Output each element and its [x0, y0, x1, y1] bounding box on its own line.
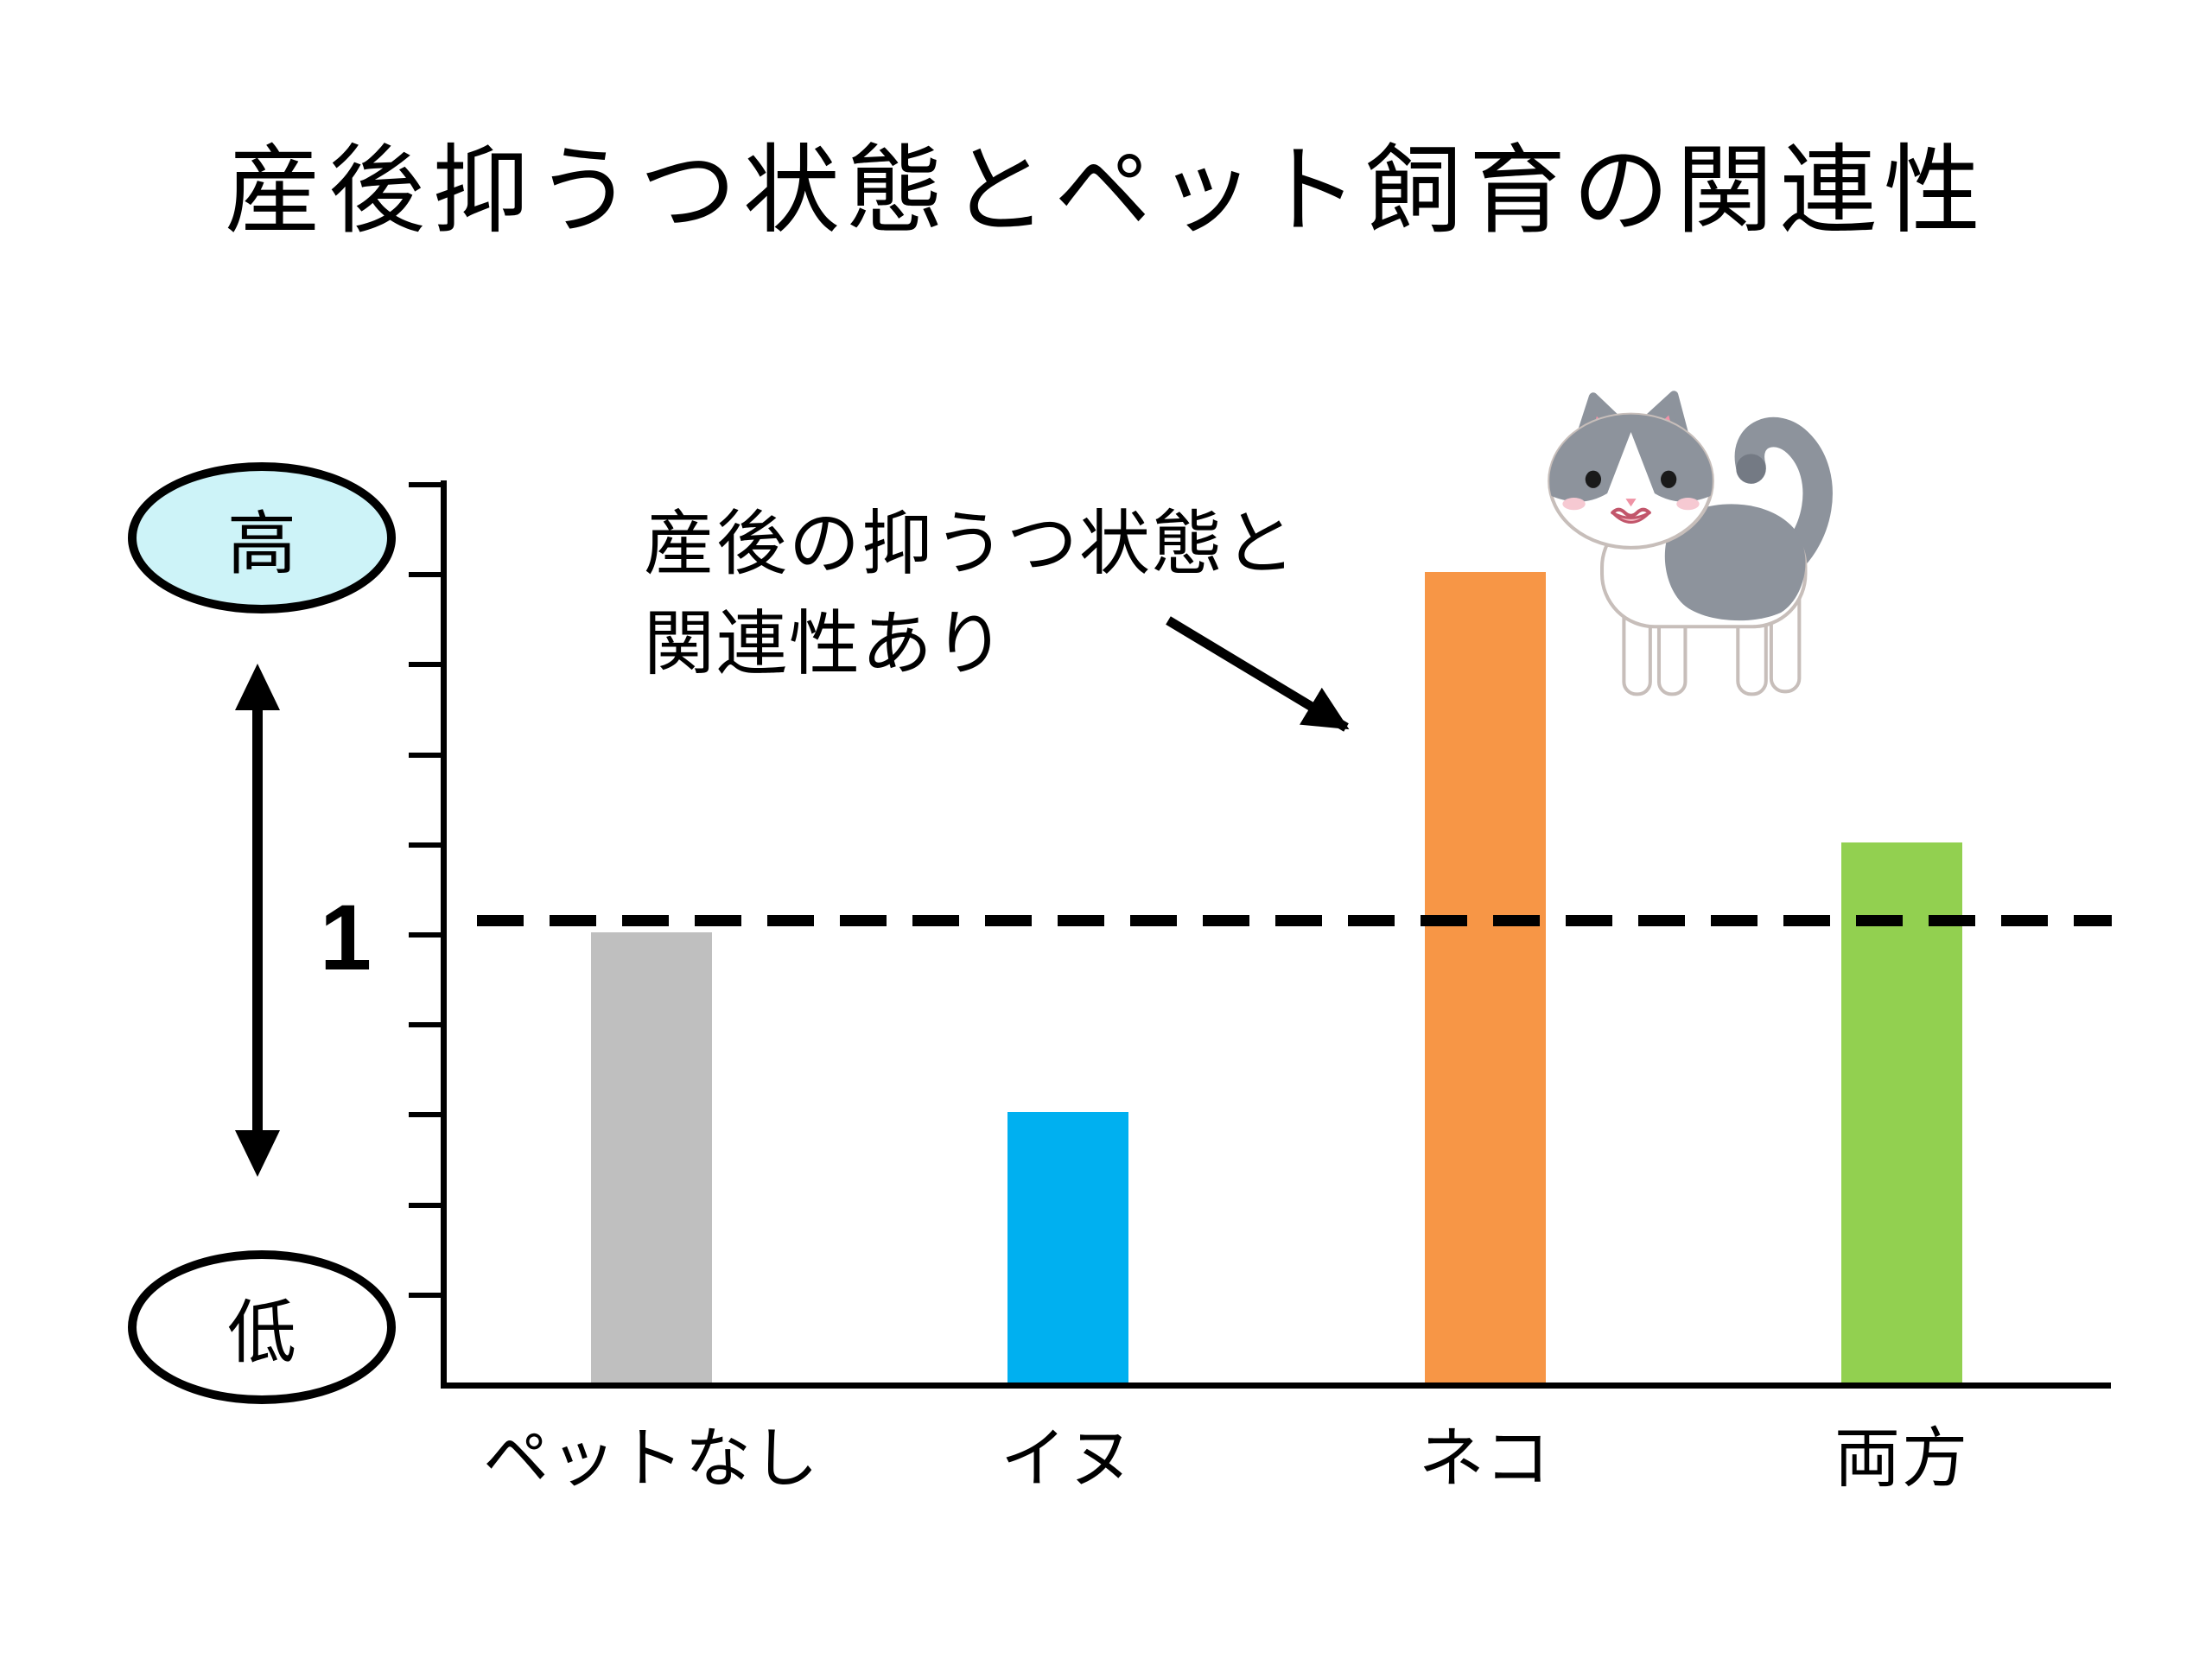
- bar-both: [1841, 842, 1962, 1382]
- y-axis-tick: [409, 842, 441, 848]
- low-oval: 低: [128, 1250, 396, 1404]
- bar-no-pet: [591, 932, 712, 1382]
- reference-value-label: 1: [319, 885, 372, 989]
- y-axis-tick: [409, 1293, 441, 1298]
- y-axis-tick: [409, 753, 441, 758]
- y-axis-tick: [409, 1203, 441, 1208]
- x-axis-label-cat: ネコ: [1418, 1422, 1553, 1496]
- y-axis: [441, 480, 447, 1388]
- annotation-line-1: 産後の抑うつ状態と: [644, 505, 1298, 583]
- bar-dog: [1007, 1112, 1128, 1382]
- y-axis-tick: [409, 1112, 441, 1117]
- high-low-arrow-icon: [235, 664, 280, 1177]
- annotation-arrow-icon: [1166, 616, 1350, 732]
- high-oval: 高: [128, 462, 396, 613]
- y-axis-tick: [409, 932, 441, 938]
- y-axis-tick: [409, 572, 441, 577]
- low-oval-label: 低: [227, 1294, 296, 1371]
- x-axis-label-no-pet: ペットなし: [483, 1422, 820, 1496]
- chart-title: 産後抑うつ状態とペット飼育の関連性: [225, 137, 1987, 245]
- y-axis-tick: [409, 662, 441, 667]
- annotation-line-2: 関連性あり: [644, 605, 1007, 684]
- x-axis: [441, 1382, 2111, 1389]
- reference-dashed-line: [477, 915, 2112, 926]
- x-axis-label-dog: イヌ: [1001, 1422, 1135, 1496]
- cat-illustration-icon: [1548, 391, 1833, 696]
- annotation-text: 産後の抑うつ状態と 関連性あり: [644, 494, 1297, 696]
- y-axis-tick: [409, 1022, 441, 1027]
- bar-cat: [1425, 572, 1546, 1382]
- x-axis-label-both: 両方: [1834, 1422, 1969, 1496]
- y-axis-tick: [409, 482, 441, 487]
- high-oval-label: 高: [227, 505, 296, 582]
